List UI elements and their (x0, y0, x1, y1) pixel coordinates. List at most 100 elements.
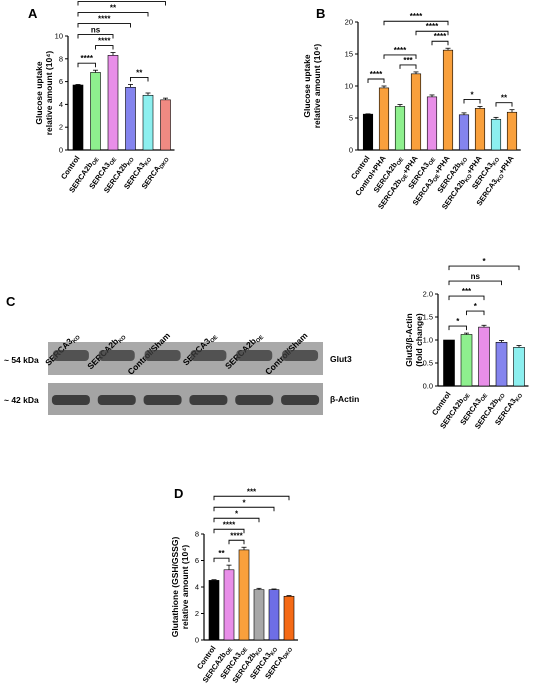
significance-bracket: ns (448, 272, 502, 286)
bar-c-2 (478, 326, 490, 387)
y-axis-title: (fold change) (414, 313, 424, 367)
significance-label: **** (230, 531, 243, 540)
panel-letter-b: B (316, 6, 325, 21)
glut3-band (52, 350, 89, 361)
significance-bracket: **** (383, 46, 417, 59)
bar-d-2 (238, 549, 250, 641)
y-tick-label: 0 (349, 146, 353, 155)
y-tick-label: 20 (345, 18, 353, 27)
y-tick-label: 0.0 (423, 382, 433, 391)
y-tick-label: 6 (59, 77, 63, 86)
category-label: SERCA3KO (493, 389, 525, 428)
y-tick-label: 15 (345, 50, 353, 59)
significance-bracket: * (466, 302, 485, 316)
y-axis-title: Glucose uptake (34, 61, 44, 125)
significance-bracket: ns (77, 26, 114, 39)
significance-label: ** (501, 94, 508, 103)
y-axis-title: relative amount (10⁴) (180, 545, 190, 630)
blot-marker-42kda: ~ 42 kDa (4, 395, 39, 405)
significance-label: **** (410, 12, 423, 21)
significance-bracket: **** (95, 37, 114, 50)
y-axis-title: Glucose uptake (302, 54, 312, 118)
significance-bracket: ** (77, 4, 149, 17)
significance-bracket: **** (431, 32, 449, 46)
significance-label: **** (116, 0, 129, 2)
y-tick-label: 10 (345, 82, 353, 91)
significance-bracket: * (213, 498, 275, 512)
significance-label: **** (394, 46, 407, 55)
significance-bracket: **** (213, 520, 245, 534)
y-tick-label: 5 (349, 114, 353, 123)
y-axis-title: relative amount (10⁴) (44, 51, 54, 136)
y-tick-label: 2 (59, 123, 63, 132)
y-tick-label: 0 (59, 146, 63, 155)
chart-glucose-uptake-a: 0 2 4 6 8 10 Glucose uptake relative amount (10… (34, 0, 175, 195)
bar-b-0 (362, 113, 374, 151)
bar-d-3 (253, 589, 265, 641)
actin-band (143, 395, 182, 405)
y-tick-label: 2 (195, 609, 199, 618)
significance-label: **** (426, 22, 439, 31)
bar-d-1 (223, 569, 235, 641)
significance-bracket: **** (77, 15, 131, 28)
chart-glut3-fold-change-c: 0.0 0.5 1.0 1.5 2.0 Glut3/β-Actin (fold change… (404, 257, 529, 431)
significance-label: * (456, 317, 460, 326)
y-tick-label: 1.5 (423, 313, 433, 322)
panel-letter-d: D (174, 486, 183, 501)
blot-glut3-strip (48, 342, 323, 375)
bar-a-0 (72, 84, 84, 151)
significance-label: ns (91, 26, 101, 35)
bar-a-4 (142, 94, 154, 151)
bar-a-3 (125, 87, 136, 151)
significance-bracket: * (448, 317, 467, 331)
significance-label: **** (223, 520, 236, 529)
significance-label: **** (81, 54, 94, 63)
significance-bracket: *** (399, 56, 417, 69)
bar-a-2 (107, 55, 119, 151)
panel-letter-c: C (6, 294, 16, 309)
actin-band (281, 395, 320, 405)
glut3-band (98, 350, 135, 361)
western-blot: ~ 54 kDa ~ 42 kDa Glut3 β-Actin SERCA3KO… (4, 330, 359, 415)
blot-protein-glut3: Glut3 (330, 354, 352, 364)
y-tick-label: 6 (195, 556, 199, 565)
significance-bracket: * (448, 257, 520, 271)
significance-bracket: * (463, 90, 481, 104)
significance-label: **** (370, 70, 383, 79)
bar-d-0 (208, 580, 220, 641)
y-axis-title: Glut3/β-Actin (404, 313, 414, 366)
significance-bracket: *** (213, 487, 290, 501)
bar-b-5 (442, 49, 454, 151)
y-tick-label: 2.0 (423, 290, 433, 299)
actin-band (189, 395, 228, 405)
bar-b-3 (410, 73, 422, 151)
blot-actin-strip (48, 383, 323, 415)
significance-label: **** (98, 37, 111, 46)
significance-bracket: **** (228, 531, 245, 545)
glut3-band (190, 350, 227, 361)
bar-c-0 (443, 339, 455, 387)
bar-b-4 (426, 96, 438, 151)
significance-label: **** (434, 32, 447, 41)
actin-band (51, 395, 90, 405)
bar-a-5 (160, 99, 171, 151)
bar-c-4 (513, 347, 525, 387)
y-tick-label: 4 (195, 583, 199, 592)
significance-label: ** (136, 68, 143, 77)
significance-label: ** (218, 549, 225, 558)
actin-band (97, 395, 136, 405)
significance-label: *** (462, 287, 472, 296)
glut3-band (236, 350, 273, 361)
blot-marker-54kda: ~ 54 kDa (4, 355, 39, 365)
significance-bracket: **** (77, 54, 96, 68)
y-tick-label: 8 (195, 530, 199, 539)
significance-bracket: **** (367, 70, 385, 83)
significance-bracket: ** (130, 68, 149, 82)
y-tick-label: 4 (59, 100, 63, 109)
y-axis-title: Glutathione (GSH/GSSG) (170, 537, 180, 638)
glut3-band (144, 350, 181, 361)
significance-bracket: **** (77, 0, 166, 6)
y-tick-label: 1.0 (423, 336, 433, 345)
bar-b-8 (490, 118, 502, 151)
significance-bracket: * (213, 509, 260, 523)
